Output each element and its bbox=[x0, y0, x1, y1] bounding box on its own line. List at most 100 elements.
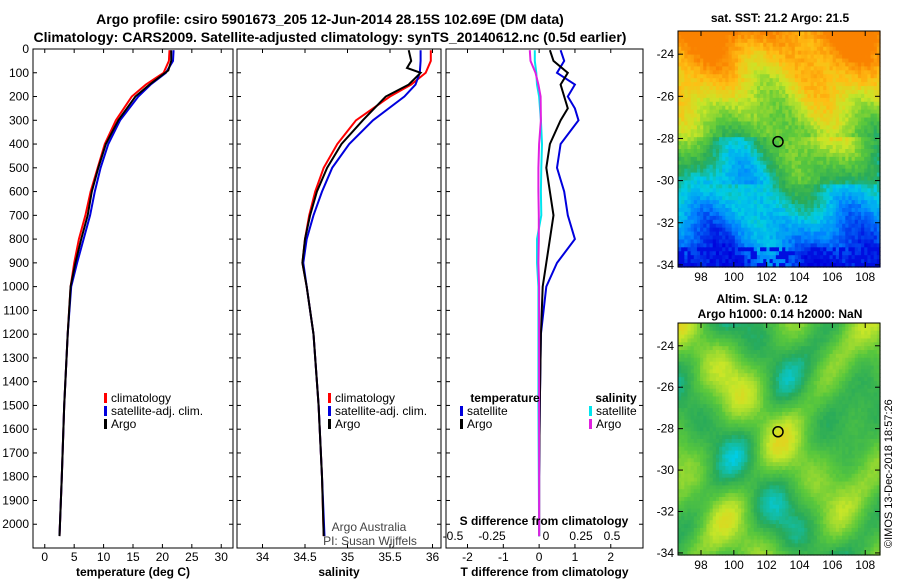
heatmap-cell bbox=[700, 38, 704, 44]
heatmap-cell bbox=[864, 31, 868, 36]
heatmap-cell bbox=[785, 54, 790, 60]
heatmap-cell bbox=[838, 231, 843, 237]
heatmap-cell bbox=[845, 82, 850, 87]
heatmap-cell bbox=[820, 215, 824, 221]
heatmap-cell bbox=[753, 172, 758, 178]
heatmap-cell bbox=[876, 141, 881, 146]
heatmap-cell bbox=[826, 323, 831, 328]
heatmap-cell bbox=[848, 263, 853, 268]
heatmap-cell bbox=[753, 259, 758, 264]
heatmap-cell bbox=[804, 141, 809, 146]
heatmap-cell bbox=[760, 357, 764, 363]
heatmap-cell bbox=[807, 149, 812, 154]
heatmap-cell bbox=[810, 129, 815, 134]
heatmap-cell bbox=[684, 145, 689, 150]
heatmap-cell bbox=[715, 74, 720, 79]
heatmap-cell bbox=[681, 176, 685, 182]
heatmap-cell bbox=[772, 346, 777, 351]
heatmap-cell bbox=[734, 90, 739, 95]
heatmap-cell bbox=[760, 184, 764, 189]
heatmap-cell bbox=[823, 93, 827, 99]
heatmap-cell bbox=[838, 90, 843, 95]
heatmap-cell bbox=[687, 196, 692, 201]
heatmap-cell bbox=[722, 357, 726, 363]
heatmap-cell bbox=[861, 152, 865, 158]
heatmap-cell bbox=[696, 346, 701, 351]
heatmap-cell bbox=[845, 113, 850, 119]
heatmap-cell bbox=[741, 101, 745, 107]
heatmap-cell bbox=[706, 346, 711, 351]
heatmap-cell bbox=[848, 346, 853, 351]
heatmap-cell bbox=[794, 160, 799, 166]
heatmap-cell bbox=[813, 353, 818, 359]
heatmap-cell bbox=[731, 50, 736, 56]
heatmap-cell bbox=[807, 215, 812, 221]
heatmap-cell bbox=[867, 172, 872, 178]
heatmap-cell bbox=[722, 58, 726, 64]
heatmap-cell bbox=[832, 74, 837, 79]
heatmap-cell bbox=[756, 200, 761, 205]
heatmap-cell bbox=[782, 78, 786, 83]
heatmap-cell bbox=[854, 168, 859, 174]
heatmap-cell bbox=[731, 334, 736, 340]
heatmap-cell bbox=[816, 78, 821, 83]
heatmap-cell bbox=[766, 168, 771, 174]
heatmap-cell bbox=[779, 86, 783, 91]
heatmap-cell bbox=[835, 117, 840, 123]
heatmap-cell bbox=[700, 109, 704, 115]
heatmap-cell bbox=[829, 66, 834, 71]
heatmap-cell bbox=[709, 66, 714, 71]
heatmap-cell bbox=[876, 338, 881, 343]
heatmap-cell bbox=[794, 70, 799, 75]
heatmap-cell bbox=[678, 156, 682, 162]
heatmap-cell bbox=[785, 259, 790, 264]
heatmap-cell bbox=[706, 334, 711, 340]
heatmap-cell bbox=[690, 373, 695, 378]
heatmap-cell bbox=[801, 338, 805, 343]
heatmap-cell bbox=[876, 326, 881, 332]
heatmap-cell bbox=[832, 251, 837, 256]
heatmap-cell bbox=[772, 101, 777, 107]
heatmap-cell bbox=[842, 243, 846, 248]
heatmap-cell bbox=[687, 342, 692, 347]
heatmap-cell bbox=[750, 42, 755, 48]
heatmap-cell bbox=[870, 90, 875, 95]
heatmap-cell bbox=[864, 46, 868, 52]
heatmap-cell bbox=[848, 42, 853, 48]
heatmap-cell bbox=[867, 223, 872, 229]
heatmap-cell bbox=[867, 357, 872, 363]
heatmap-cell bbox=[864, 251, 868, 256]
heatmap-cell bbox=[810, 78, 815, 83]
heatmap-cell bbox=[829, 323, 834, 328]
heatmap-cell bbox=[807, 223, 812, 229]
heatmap-cell bbox=[722, 223, 726, 229]
heatmap-cell bbox=[709, 149, 714, 154]
heatmap-cell bbox=[873, 208, 878, 213]
heatmap-cell bbox=[820, 204, 824, 209]
heatmap-cell bbox=[864, 152, 868, 158]
heatmap-cell bbox=[804, 38, 809, 44]
heatmap-cell bbox=[845, 74, 850, 79]
heatmap-cell bbox=[782, 361, 786, 367]
heatmap-cell bbox=[779, 145, 783, 150]
heatmap-cell bbox=[728, 97, 733, 103]
heatmap-cell bbox=[864, 121, 868, 126]
heatmap-cell bbox=[797, 66, 802, 71]
heatmap-cell bbox=[870, 62, 875, 67]
lon-tick-label: 102 bbox=[757, 270, 777, 284]
heatmap-cell bbox=[722, 86, 726, 91]
heatmap-cell bbox=[690, 369, 695, 374]
heatmap-cell bbox=[801, 54, 805, 60]
heatmap-cell bbox=[756, 365, 761, 370]
heatmap-cell bbox=[861, 101, 865, 107]
heatmap-cell bbox=[857, 93, 862, 99]
heatmap-cell bbox=[835, 255, 840, 260]
heatmap-cell bbox=[835, 133, 840, 138]
heatmap-cell bbox=[829, 184, 834, 189]
heatmap-cell bbox=[788, 149, 793, 154]
heatmap-cell bbox=[769, 326, 774, 332]
heatmap-cell bbox=[712, 42, 717, 48]
heatmap-cell bbox=[791, 42, 796, 48]
heatmap-cell bbox=[857, 231, 862, 237]
heatmap-cell bbox=[753, 326, 758, 332]
